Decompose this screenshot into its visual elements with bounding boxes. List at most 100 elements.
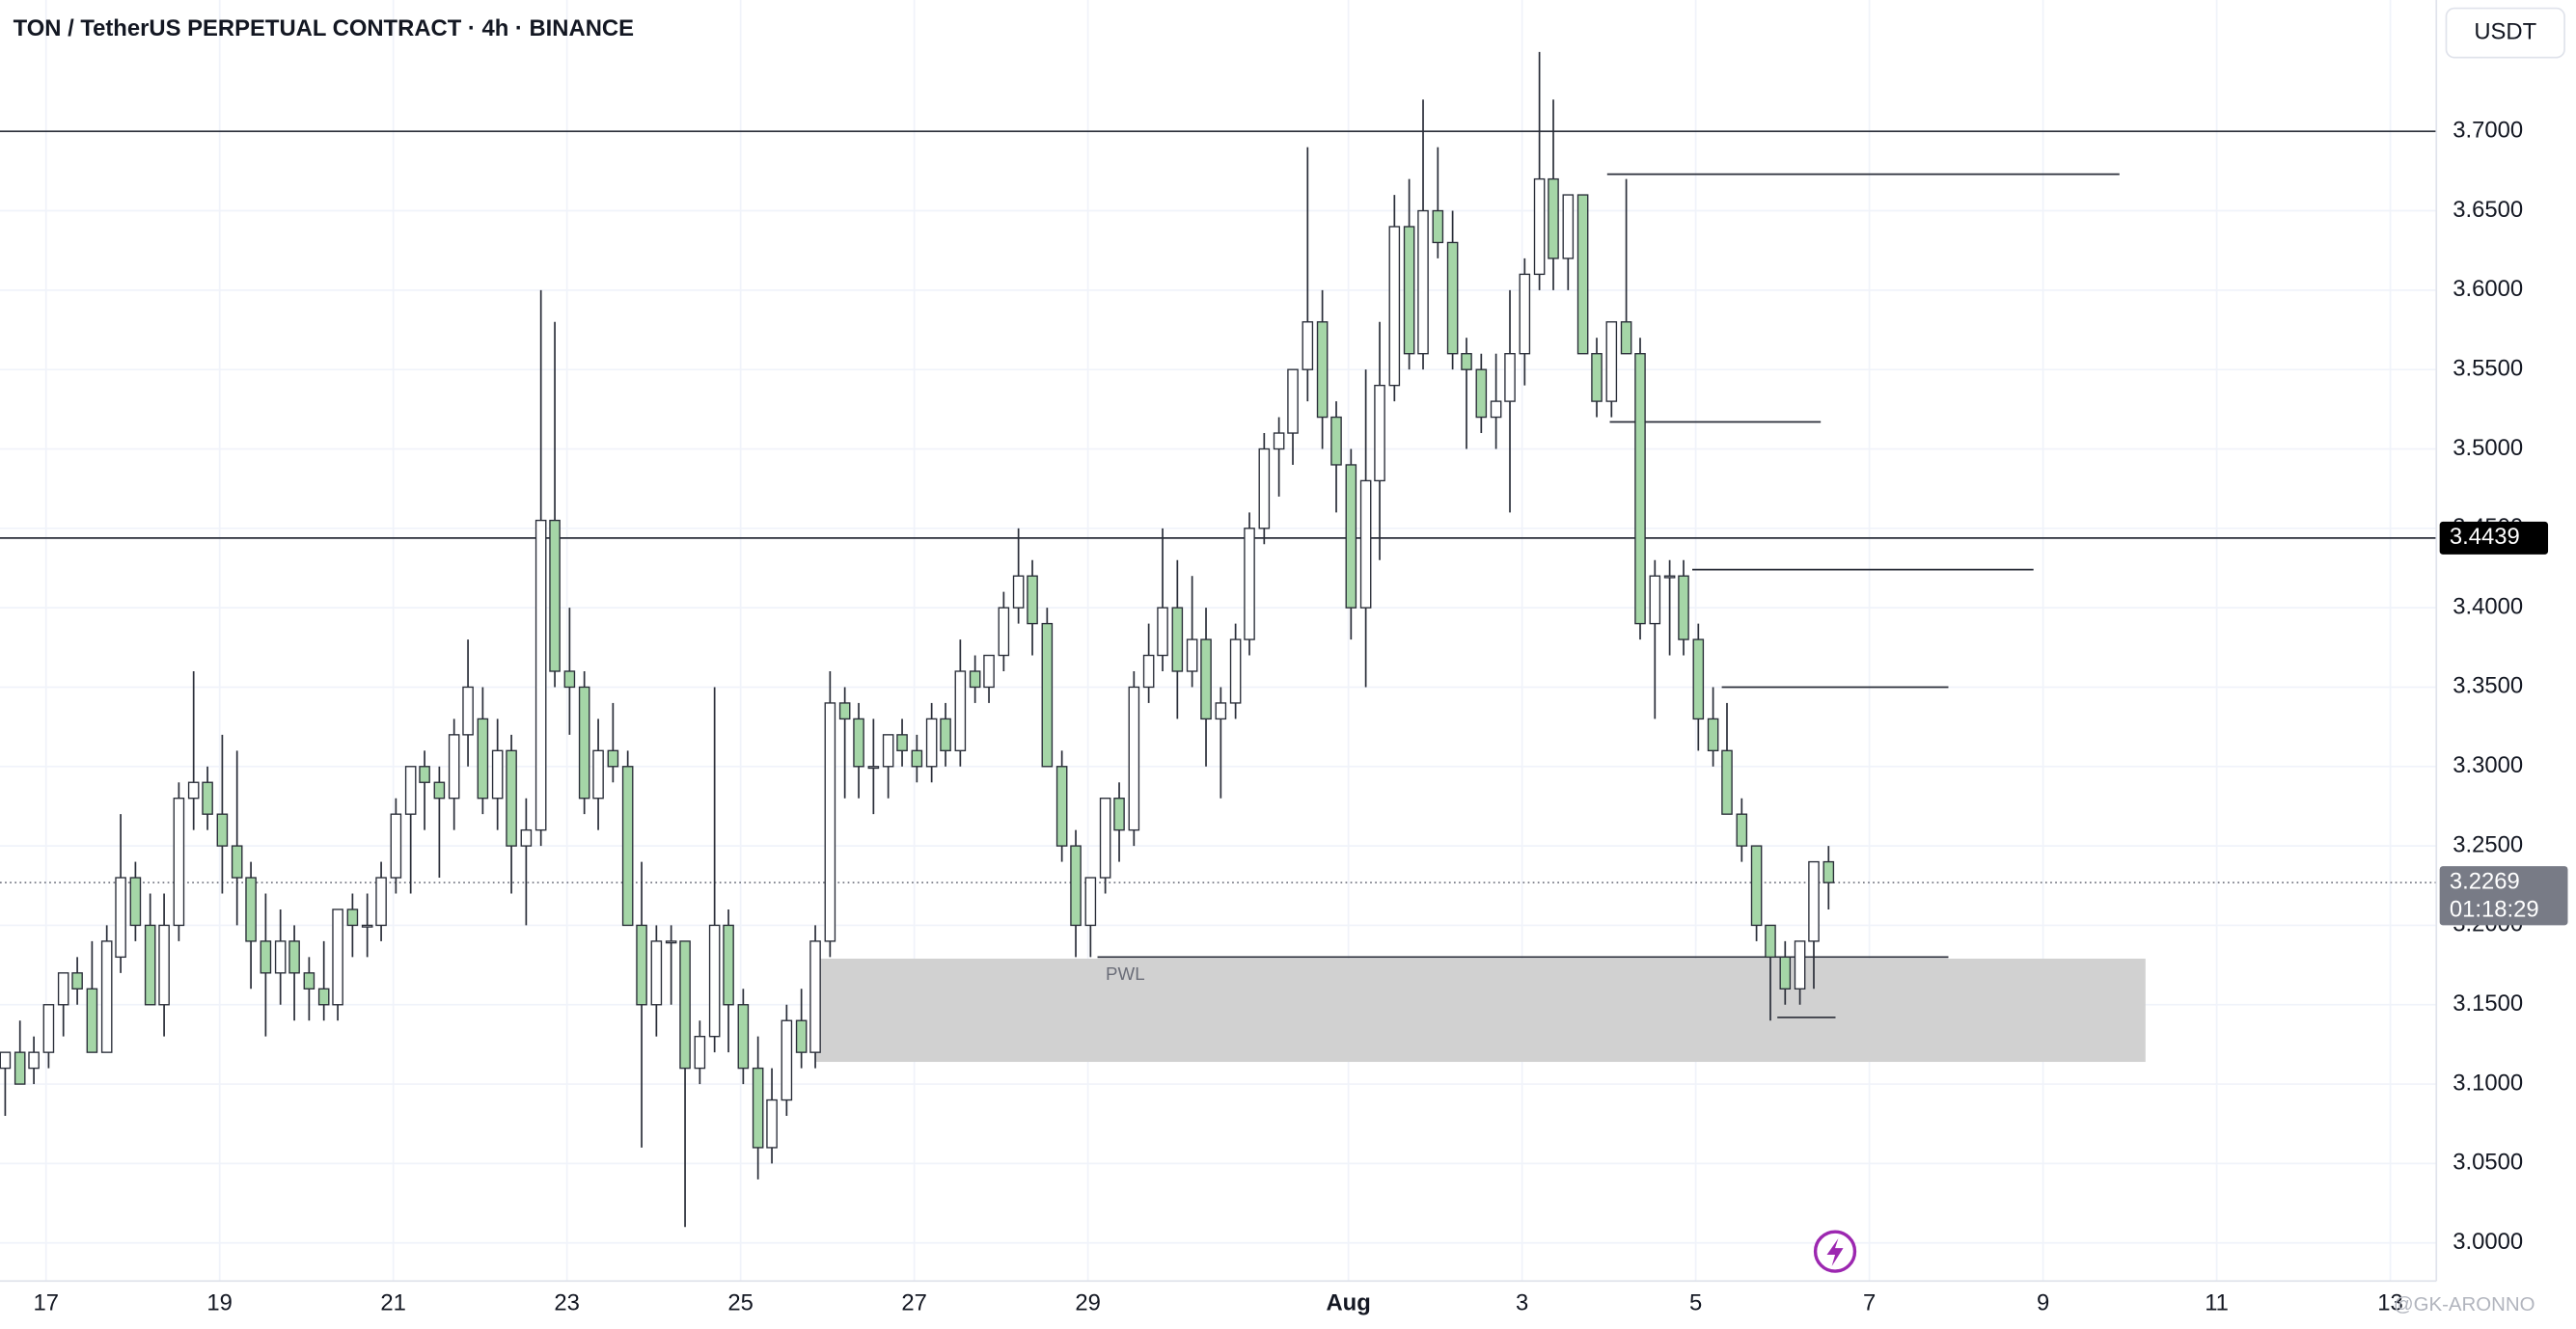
candle-body — [1084, 877, 1097, 927]
price-line-label: 3.4439 — [2450, 524, 2520, 550]
candle-body — [882, 734, 894, 768]
candle-body — [1707, 718, 1719, 752]
x-tick-label: 27 — [901, 1289, 927, 1315]
candle-body — [0, 1051, 12, 1070]
candle-body — [1055, 766, 1068, 847]
candle-body — [708, 924, 721, 1038]
candle-body — [940, 718, 951, 752]
candle-body — [274, 940, 287, 974]
candle-body — [549, 519, 561, 672]
candle-body — [1446, 241, 1459, 355]
candle-body — [1215, 702, 1227, 720]
candle-body — [1548, 177, 1559, 259]
lightning — [1826, 1237, 1844, 1266]
x-tick-label: 17 — [33, 1289, 59, 1315]
candle-body — [187, 781, 200, 800]
candle-body — [665, 940, 677, 944]
candle-body — [231, 845, 243, 879]
y-tick-label: 3.3500 — [2453, 673, 2523, 699]
candle-body — [1736, 813, 1748, 847]
candle-body — [216, 813, 229, 847]
candle-body — [1634, 353, 1646, 625]
candle-body — [621, 766, 634, 927]
candle-body — [954, 670, 967, 752]
candle-body — [1649, 575, 1661, 625]
zone — [815, 959, 2146, 1063]
candle-body — [260, 940, 272, 974]
candle-body — [28, 1051, 40, 1070]
candle-body — [578, 686, 590, 800]
x-tick-label: 25 — [727, 1289, 754, 1315]
candle-body — [1591, 353, 1603, 402]
candle-body — [1403, 226, 1415, 355]
candle-body — [1316, 321, 1329, 419]
candle-body — [723, 924, 734, 1006]
plot: PWL — [0, 51, 2437, 1228]
currency-label[interactable]: USDT — [2474, 18, 2536, 44]
candle-body — [1273, 432, 1285, 450]
candle-body — [144, 924, 156, 1006]
candle-body — [896, 734, 908, 752]
candle-body — [158, 924, 170, 1006]
last-price-label: 3.2269 — [2450, 868, 2520, 894]
candle-body — [1765, 924, 1776, 959]
candle-body — [1504, 353, 1516, 402]
y-tick-label: 3.6500 — [2453, 197, 2523, 223]
y-tick-label: 3.1000 — [2453, 1070, 2523, 1096]
candle-body — [911, 749, 923, 768]
candle-body — [86, 988, 98, 1053]
candle-body — [853, 718, 864, 768]
candle-body — [375, 877, 387, 927]
candle-body — [766, 1098, 778, 1149]
candle-body — [1186, 638, 1198, 672]
candle-body — [1142, 654, 1155, 689]
candle-body — [1794, 940, 1806, 990]
candle-body — [1533, 177, 1546, 276]
candle-body — [477, 718, 489, 800]
candle-body — [404, 766, 417, 815]
x-tick-label: 21 — [380, 1289, 406, 1315]
candle-body — [202, 781, 213, 815]
currency-button[interactable] — [2445, 7, 2565, 59]
candle-body — [390, 813, 402, 879]
candle-body — [1171, 607, 1184, 672]
candle-body — [1070, 845, 1082, 927]
candle-body — [1113, 798, 1125, 831]
candle-body — [1779, 956, 1792, 990]
candle-body — [1244, 528, 1255, 640]
candle-body — [115, 877, 126, 959]
y-tick-label: 3.4000 — [2453, 593, 2523, 619]
y-tick-label: 3.5500 — [2453, 355, 2523, 381]
y-tick-label: 3.2500 — [2453, 831, 2523, 857]
candle-body — [1128, 686, 1140, 831]
candle-body — [1330, 416, 1342, 466]
candle-body — [1388, 226, 1401, 387]
candle-body — [867, 766, 880, 770]
last-price-box — [2439, 866, 2568, 926]
x-tick-label: 23 — [554, 1289, 580, 1315]
candle-body — [173, 798, 185, 927]
candle-body — [42, 1004, 55, 1053]
candle-body — [1721, 749, 1733, 815]
candle-body — [448, 734, 460, 800]
y-tick-label: 3.3000 — [2453, 752, 2523, 778]
candle-body — [824, 702, 836, 942]
y-tick-label: 3.5000 — [2453, 435, 2523, 461]
candle-body — [419, 766, 430, 783]
watermark: @GK-ARONNO — [2394, 1294, 2535, 1315]
candle-body — [1200, 638, 1212, 720]
y-tick-label: 3.0000 — [2453, 1229, 2523, 1255]
candle-body — [998, 607, 1010, 657]
candle-body — [795, 1019, 808, 1053]
y-tick-label: 3.1500 — [2453, 990, 2523, 1017]
candle-body — [129, 877, 142, 927]
candle-body — [592, 749, 604, 800]
candle-body — [838, 702, 851, 720]
candle-body — [1041, 622, 1054, 768]
candle-body — [506, 749, 517, 847]
candle-body — [1229, 638, 1242, 704]
candle-body — [462, 686, 474, 736]
candle-body — [1345, 464, 1357, 609]
